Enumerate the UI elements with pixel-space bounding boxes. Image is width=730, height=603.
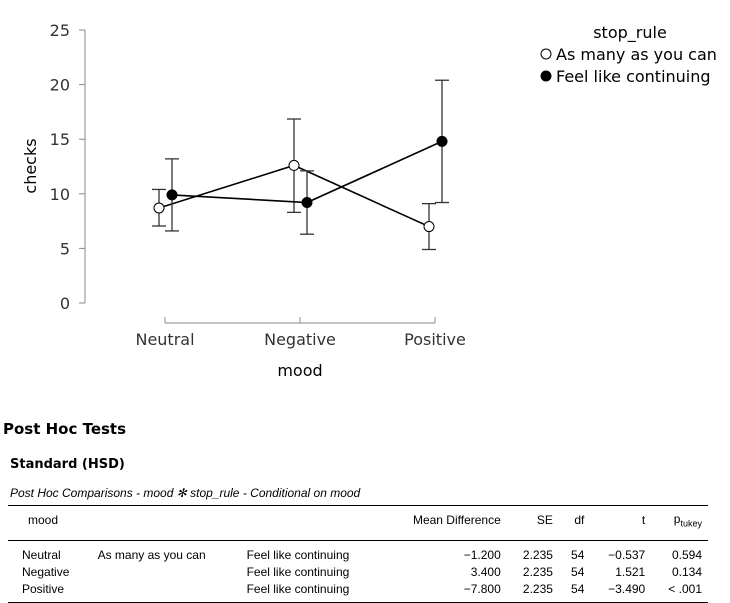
cell-mood: Negative — [22, 565, 70, 580]
y-tick-label: 25 — [50, 21, 70, 40]
cell-se: 2.235 — [522, 548, 553, 563]
interaction-plot: 0 5 10 15 20 25 checks Neutral Negative Positive m… — [21, 21, 717, 380]
col-df: df — [558, 504, 591, 542]
cell-t: 1.521 — [615, 565, 646, 580]
y-tick-label: 5 — [60, 239, 70, 258]
cell-df: 54 — [558, 581, 591, 603]
cell-md: −1.200 — [463, 548, 501, 563]
cell-md: −7.800 — [382, 581, 507, 603]
cell-b: Feel like continuing — [246, 548, 350, 563]
cell-a — [91, 581, 241, 603]
cell-df: 54 — [571, 565, 585, 580]
data-point — [436, 135, 448, 147]
y-tick-label: 20 — [50, 76, 70, 95]
y-tick-label: 10 — [50, 185, 70, 204]
y-tick-label: 0 — [60, 294, 70, 313]
data-point — [153, 202, 165, 214]
legend-label: As many as you can — [556, 45, 717, 64]
cell-p: 0.594 — [671, 548, 702, 563]
data-point — [301, 197, 313, 209]
col-mean-difference: Mean Difference — [382, 504, 507, 542]
cell-mood: Positive — [8, 581, 92, 603]
cell-p: 0.134 — [671, 565, 702, 580]
cell-p: < .001 — [651, 581, 708, 603]
x-tick-label: Negative — [264, 330, 336, 349]
cell-a: As many as you can — [97, 548, 206, 563]
col-t: t — [590, 504, 652, 542]
legend-title: stop_rule — [593, 23, 667, 43]
cell-mood: Neutral — [22, 548, 61, 563]
posthoc-table: mood Mean Difference SE df t ptukey Neut… — [8, 504, 708, 603]
cell-md: 3.400 — [470, 565, 501, 580]
section-title: Post Hoc Tests — [3, 420, 127, 438]
data-point — [288, 159, 300, 171]
col-mood: mood — [8, 504, 92, 542]
section-subtitle: Standard (HSD) — [10, 457, 125, 472]
table-row: Negative Feel like continuing 3.400 2.235 54… — [8, 564, 708, 581]
col-se: SE — [506, 504, 559, 542]
x-tick-label: Positive — [404, 330, 466, 349]
cell-df: 54 — [571, 548, 585, 563]
x-tick-label: Neutral — [135, 330, 194, 349]
legend-label: Feel like continuing — [556, 67, 711, 86]
table-row: Positive Feel like continuing −7.800 2.235 5… — [8, 581, 708, 603]
cell-t: −3.490 — [590, 581, 652, 603]
y-tick-label: 15 — [50, 130, 70, 149]
legend-marker — [540, 48, 552, 60]
col-p-tukey: ptukey — [651, 504, 708, 542]
data-point — [423, 221, 435, 233]
cell-b: Feel like continuing — [246, 565, 350, 580]
cell-t: −0.537 — [608, 548, 646, 563]
cell-b: Feel like continuing — [240, 581, 383, 603]
legend-marker — [540, 70, 552, 82]
cell-se: 2.235 — [522, 565, 553, 580]
data-point — [166, 189, 178, 201]
x-axis-label: mood — [277, 361, 322, 380]
cell-a — [92, 564, 241, 581]
y-axis-label: checks — [21, 138, 40, 193]
table-row: Neutral As many as you can Feel like conti… — [8, 541, 708, 565]
table-caption: Post Hoc Comparisons - mood ✻ stop_rule … — [10, 486, 361, 500]
cell-se: 2.235 — [506, 581, 559, 603]
